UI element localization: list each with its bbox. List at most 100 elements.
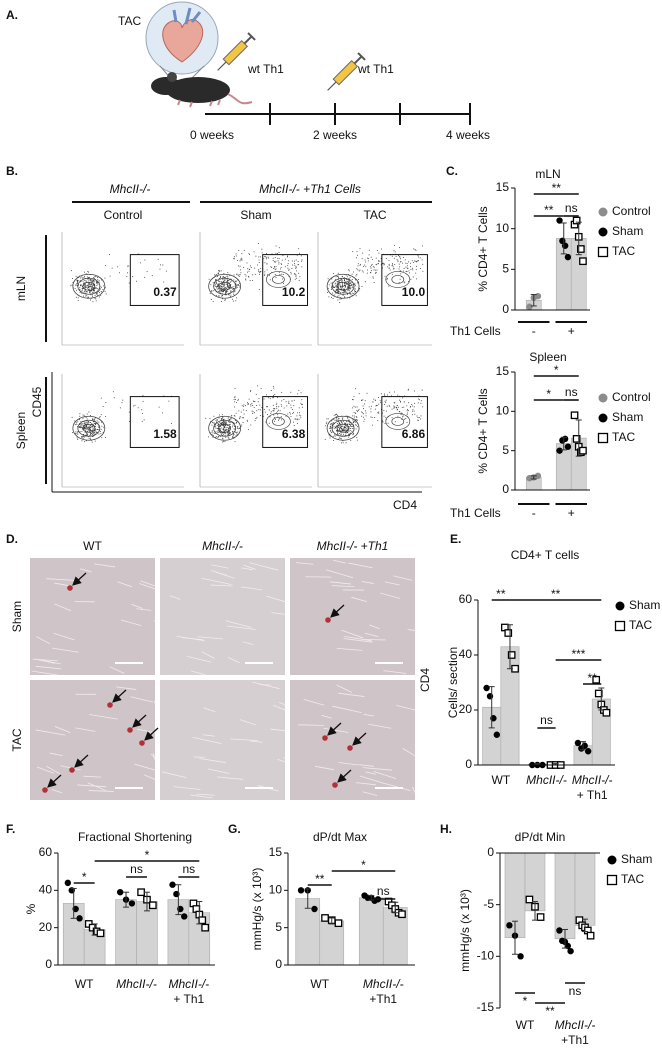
flow-dot <box>406 405 408 407</box>
flow-dot <box>353 292 355 294</box>
tissue-fiber <box>87 782 106 791</box>
flow-dot <box>326 418 328 420</box>
flow-dot <box>391 408 393 410</box>
flow-dot <box>92 279 94 281</box>
flow-dot <box>85 416 87 418</box>
flow-dot <box>217 425 219 427</box>
flow-dot <box>226 275 228 277</box>
flow-dot <box>277 260 279 262</box>
flow-contour <box>272 417 285 426</box>
flow-dot <box>416 278 418 280</box>
data-point <box>534 472 542 480</box>
flow-dot <box>328 296 330 298</box>
flow-dot <box>90 429 92 431</box>
flow-dot <box>254 412 256 414</box>
bar <box>319 920 345 966</box>
flow-dot <box>368 254 370 256</box>
data-point <box>579 446 587 455</box>
column-header: WT <box>83 539 102 553</box>
flow-dot <box>393 391 395 393</box>
flow-dot <box>90 299 92 301</box>
flow-dot <box>292 264 294 266</box>
flow-dot <box>349 419 351 421</box>
tissue-fiber <box>348 562 373 569</box>
flow-dot <box>391 265 393 267</box>
significance-label: ** <box>545 1004 555 1018</box>
x-tick-label: +Th1 <box>369 992 397 1006</box>
flow-dot <box>405 266 407 268</box>
flow-dot <box>238 275 240 277</box>
flow-dot <box>300 402 302 404</box>
flow-dot <box>222 283 224 285</box>
flow-dot <box>384 400 386 402</box>
flow-dot <box>101 437 103 439</box>
flow-dot <box>218 423 220 425</box>
flow-dot <box>81 431 83 433</box>
flow-dot <box>228 431 230 433</box>
flow-dot <box>349 283 351 285</box>
flow-dot <box>351 430 353 432</box>
flow-dot <box>79 413 81 415</box>
flow-contour <box>77 277 101 295</box>
flow-dot <box>229 282 231 284</box>
flow-dot <box>408 270 410 272</box>
syringe-needle <box>217 61 227 71</box>
data-point <box>581 742 588 749</box>
flow-dot <box>77 438 79 440</box>
flow-contour <box>326 415 360 441</box>
flow-dot <box>399 266 401 268</box>
flow-dot <box>281 273 283 275</box>
flow-dot <box>88 421 90 423</box>
flow-dot <box>338 281 340 283</box>
flow-dot <box>224 440 226 442</box>
flow-dot <box>349 297 351 299</box>
flow-dot <box>357 279 359 281</box>
y-tick-label: 10 <box>496 221 510 235</box>
flow-dot <box>296 418 298 420</box>
flow-dot <box>223 288 225 290</box>
flow-dot <box>214 285 216 287</box>
flow-dot <box>407 389 409 391</box>
flow-dot <box>342 426 344 428</box>
flow-dot <box>334 283 336 285</box>
syringe <box>327 52 366 91</box>
flow-dot <box>355 295 357 297</box>
flow-dot <box>375 271 377 273</box>
flow-dot <box>259 404 261 406</box>
flow-dot <box>273 267 275 269</box>
flow-dot <box>389 269 391 271</box>
tissue-fiber <box>203 707 216 713</box>
flow-dot <box>274 257 276 259</box>
flow-dot <box>278 261 280 263</box>
tissue-fiber <box>373 771 397 779</box>
flow-dot <box>398 255 400 257</box>
significance-label: ns <box>377 884 390 898</box>
flow-dot <box>268 422 270 424</box>
flow-dot <box>159 268 161 270</box>
tissue-fiber <box>338 762 358 766</box>
flow-dot <box>254 267 256 269</box>
flow-dot <box>344 426 346 428</box>
tissue-fiber <box>139 583 156 590</box>
flow-dot <box>224 287 226 289</box>
flow-dot <box>233 293 235 295</box>
flow-dot <box>246 419 248 421</box>
flow-dot <box>389 391 391 393</box>
flow-dot <box>339 427 341 429</box>
flow-dot <box>340 279 342 281</box>
data-point <box>148 901 157 910</box>
flow-dot <box>80 425 82 427</box>
flow-dot <box>71 284 73 286</box>
flow-dot <box>273 420 275 422</box>
flow-dot <box>350 294 352 296</box>
flow-dot <box>290 404 292 406</box>
flow-dot <box>88 284 90 286</box>
flow-dot <box>218 295 220 297</box>
flow-dot <box>348 423 350 425</box>
stained-cell <box>127 727 133 733</box>
flow-dot <box>121 402 123 404</box>
flow-gate <box>262 254 309 306</box>
flow-dot <box>406 267 408 269</box>
flow-dot <box>216 286 218 288</box>
